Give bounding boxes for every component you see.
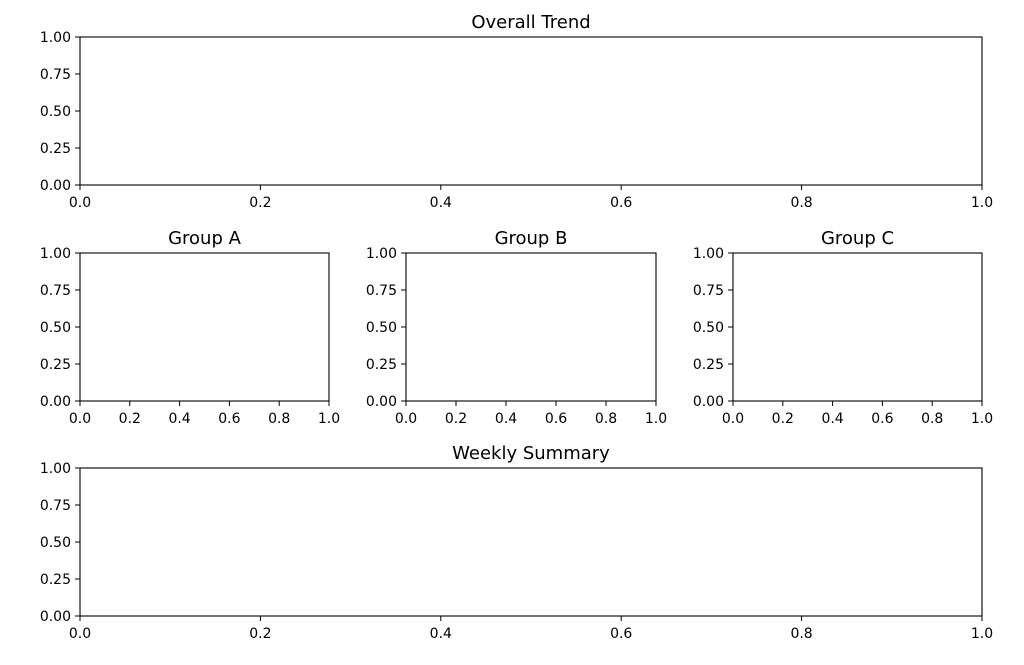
y-tick-label: 0.25 [40,572,71,588]
x-tick-label: 0.6 [871,411,893,427]
x-tick-label: 1.0 [971,411,993,427]
axes-frame [79,252,330,402]
x-tick-label: 0.4 [430,195,452,211]
axes-frame [79,36,983,186]
y-tick-label: 1.00 [40,246,71,262]
y-tick-label: 0.75 [40,283,71,299]
panel-title: Group C [821,228,894,249]
x-tick-label: 1.0 [971,195,993,211]
x-tick-label: 0.4 [168,411,190,427]
x-tick-label: 0.8 [790,626,812,642]
x-tick-label: 0.0 [722,411,744,427]
x-tick-label: 0.8 [595,411,617,427]
panel-group-b: Group B 0.0 0.2 0.4 0.6 0.8 1.0 0.00 0.25 0.50 0.7… [366,228,667,427]
panel-title: Group B [495,228,568,249]
y-tick-label: 0.00 [693,394,724,410]
y-tick-label: 0.75 [366,283,397,299]
panel-overall-trend: Overall Trend 0.0 0.2 0.4 0.6 0.8 1.0 0.00 0.25 0… [40,12,993,211]
panel-weekly-summary: Weekly Summary 0.0 0.2 0.4 0.6 0.8 1.0 0.00 0.25… [40,443,993,642]
y-tick-label: 0.25 [693,357,724,373]
x-tick-label: 0.4 [495,411,517,427]
y-tick-label: 0.50 [693,320,724,336]
y-tick-label: 0.50 [366,320,397,336]
y-tick-label: 0.25 [40,357,71,373]
x-tick-label: 0.8 [921,411,943,427]
y-tick-label: 0.50 [40,104,71,120]
y-tick-label: 1.00 [40,30,71,46]
x-tick-label: 0.2 [249,195,271,211]
y-tick-label: 0.75 [40,67,71,83]
x-tick-label: 1.0 [645,411,667,427]
x-tick-label: 0.4 [821,411,843,427]
panel-group-c: Group C 0.0 0.2 0.4 0.6 0.8 1.0 0.00 0.25 0.50 0.7… [693,228,993,427]
x-tick-label: 0.6 [545,411,567,427]
y-tick-label: 0.00 [40,178,71,194]
y-tick-label: 0.25 [366,357,397,373]
y-tick-label: 0.00 [40,609,71,625]
x-tick-label: 0.2 [445,411,467,427]
y-tick-label: 0.00 [40,394,71,410]
y-tick-label: 0.00 [366,394,397,410]
x-tick-label: 0.6 [218,411,240,427]
y-tick-label: 0.50 [40,535,71,551]
y-tick-label: 0.25 [40,141,71,157]
y-tick-label: 0.75 [693,283,724,299]
panel-title: Group A [168,228,242,249]
x-tick-label: 0.6 [610,195,632,211]
x-tick-label: 0.4 [430,626,452,642]
x-tick-label: 0.0 [69,411,91,427]
x-tick-label: 0.0 [395,411,417,427]
x-tick-label: 0.8 [268,411,290,427]
x-tick-label: 0.6 [610,626,632,642]
x-tick-label: 1.0 [318,411,340,427]
axes-frame [732,252,983,402]
y-tick-label: 0.75 [40,498,71,514]
axes-frame [79,467,983,617]
panel-title: Overall Trend [471,12,590,33]
panel-group-a: Group A 0.0 0.2 0.4 0.6 0.8 1.0 0.00 0.25 0.50 0.7… [40,228,340,427]
y-tick-label: 1.00 [366,246,397,262]
x-tick-label: 0.2 [772,411,794,427]
x-tick-label: 0.2 [249,626,271,642]
y-tick-label: 1.00 [693,246,724,262]
y-tick-label: 1.00 [40,461,71,477]
y-tick-label: 0.50 [40,320,71,336]
panel-title: Weekly Summary [452,443,610,464]
x-tick-label: 0.8 [790,195,812,211]
x-tick-label: 1.0 [971,626,993,642]
x-tick-label: 0.0 [69,626,91,642]
x-tick-label: 0.2 [119,411,141,427]
axes-frame [405,252,657,402]
x-tick-label: 0.0 [69,195,91,211]
